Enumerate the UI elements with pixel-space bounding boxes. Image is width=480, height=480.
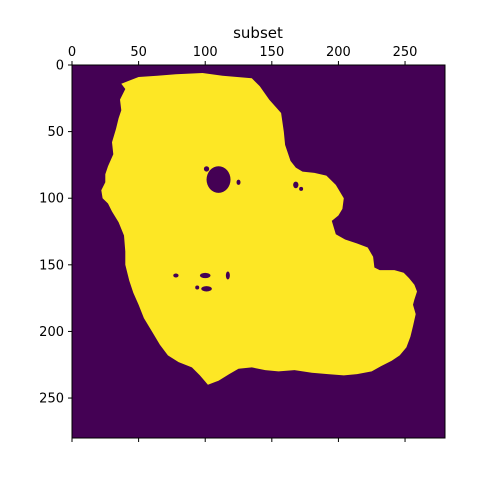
mask-hole — [299, 186, 304, 191]
y-tick-label: 200 — [39, 325, 64, 340]
mask-hole — [195, 285, 200, 290]
mask-hole — [225, 271, 230, 280]
x-tick-label: 250 — [393, 45, 418, 60]
mask-holes — [173, 166, 304, 292]
y-tick-label: 0 — [56, 59, 64, 74]
y-tick-label: 100 — [39, 192, 64, 207]
y-tick-label: 250 — [39, 392, 64, 407]
mask-hole — [201, 286, 212, 292]
x-tick-label: 200 — [326, 45, 351, 60]
mask-hole — [293, 181, 299, 189]
mask-hole — [206, 166, 231, 193]
mask-hole — [173, 273, 179, 278]
plot-area — [72, 65, 445, 438]
x-tick-label: 150 — [259, 45, 284, 60]
y-tick-label: 150 — [39, 258, 64, 273]
plot-frame — [71, 64, 446, 439]
x-tick-label: 50 — [130, 45, 147, 60]
x-axis-ticks: 0 50 100 150 200 250 — [68, 45, 418, 442]
x-tick-label: 0 — [68, 45, 76, 60]
mask-hole — [199, 272, 211, 279]
chart-title: subset — [233, 24, 283, 42]
y-tick-label: 50 — [47, 125, 64, 140]
y-axis-ticks: 0 50 100 150 200 250 — [39, 59, 72, 407]
heatmap-mask-region — [101, 73, 418, 385]
mask-hole — [203, 166, 210, 172]
x-tick-label: 100 — [193, 45, 218, 60]
mask-hole — [236, 179, 241, 185]
